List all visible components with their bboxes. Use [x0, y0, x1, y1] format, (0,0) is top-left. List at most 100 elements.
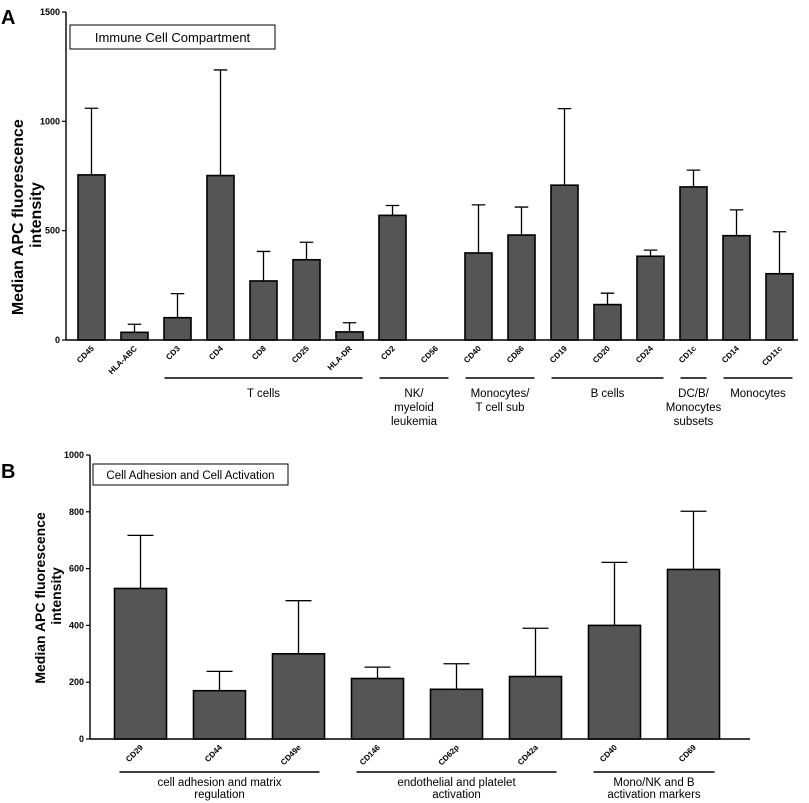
panel-a-x-tick-label-cd56: CD56	[419, 344, 440, 365]
panel-a-bar-hla-abc	[120, 331, 149, 341]
panel-b-bar-cd44	[192, 689, 247, 740]
panel-b-bar-cd146	[350, 677, 405, 740]
panel-a-bar-cd25	[292, 258, 321, 341]
panel-a-error-bar-cd14	[729, 209, 744, 236]
panel-b-error-bar-cd69	[680, 510, 707, 570]
panel-b-x-tick-label-cd42a: CD42a	[516, 743, 540, 767]
panel-a-error-bar-cd86	[514, 206, 529, 236]
panel-a-bar-cd40	[464, 252, 493, 341]
panel-b-x-tick-label-cd146: CD146	[358, 743, 382, 767]
panel-a-group-label-1: NK/myeloid leukemia	[391, 388, 438, 428]
panel-a-group-label-line: Monocytes	[666, 402, 722, 414]
panel-b-bar-cd62p	[429, 688, 484, 740]
panel-b-error-bar-cd29	[127, 534, 154, 589]
panel-a-group-label-line: leukemia	[391, 416, 438, 428]
panel-b-y-tick-label: 1000	[64, 450, 84, 460]
panel-a-x-tick-label-cd86: CD86	[505, 344, 526, 365]
panel-a-title: Immune Cell Compartment	[95, 30, 251, 45]
panel-b-title-box	[92, 463, 289, 486]
panel-a-chart: A Median APC fluorescence intensity Immu…	[1, 7, 798, 428]
panel-b-error-bar-cd44	[206, 670, 233, 691]
panel-a-error-bar-cd8	[256, 250, 271, 281]
panel-a-x-tick-label-cd20: CD20	[591, 344, 612, 365]
panel-a-group-label-4: DC/B/Monocytes subsets	[666, 388, 722, 428]
panel-b-group-label-line: Mono/NK and B	[613, 777, 695, 789]
panel-a-group-label-line: DC/B/	[678, 388, 709, 400]
panel-a-error-bar-cd45	[84, 107, 99, 175]
panel-a-group-label-0: T cells	[247, 388, 280, 400]
panel-a-bar-cd20	[593, 303, 622, 341]
panel-a-x-tick-label-hla-dr: HLA-DR	[326, 344, 354, 372]
panel-b-y-tick-label: 800	[69, 507, 84, 517]
panel-a-x-tick-label-cd14: CD14	[720, 344, 741, 365]
panel-b-group-label-line: regulation	[194, 789, 245, 801]
panel-a-y-axis-title-line1: Median APC fluorescence	[10, 119, 27, 315]
panel-a-group-label-line: B cells	[591, 388, 625, 400]
panel-a-y-ticks: 0 500 1000 1500	[40, 7, 66, 345]
panel-a-bar-cd86	[507, 234, 536, 341]
panel-a-y-tick-label: 1500	[40, 7, 60, 17]
panel-b-error-bar-cd62p	[443, 663, 470, 690]
panel-b-bar-cd49e	[271, 652, 326, 740]
panel-a-x-tick-label-cd8: CD8	[250, 344, 268, 362]
panel-a-group-label-2: Monocytes/T cell sub	[471, 388, 531, 414]
panel-b-group-brackets: cell adhesion and matrix regulation endoth…	[119, 771, 715, 801]
panel-b-error-bar-cd49e	[285, 600, 312, 654]
panel-b-x-tick-label-cd29: CD29	[124, 743, 145, 764]
panel-b-error-bars	[127, 510, 707, 691]
panel-a-group-label-line: NK/	[404, 388, 424, 400]
panel-b-group-label-line: activation	[432, 789, 481, 801]
panel-b-error-bar-cd40	[601, 561, 628, 626]
panel-a-error-bar-cd20	[600, 292, 615, 305]
panel-b-bar-cd29	[113, 587, 168, 740]
panel-b-y-axis-title: Median APC fluorescence intensity	[32, 508, 64, 683]
panel-a-y-tick-label: 1000	[40, 116, 60, 126]
panel-b-group-label-0: cell adhesion and matrix regulation	[157, 777, 281, 801]
panel-a-bar-cd45	[77, 174, 106, 341]
panel-a-x-tick-label-cd11c: CD11c	[760, 344, 784, 368]
panel-a-error-bar-cd19	[557, 108, 572, 186]
panel-a-error-bar-cd3	[170, 292, 185, 318]
panel-b-error-bar-cd146	[364, 666, 391, 679]
panel-a-y-tick-label: 500	[45, 226, 60, 236]
panel-a-x-tick-label-cd24: CD24	[634, 344, 655, 365]
panel-b-bars	[113, 568, 721, 740]
panel-a-error-bar-cd4	[213, 69, 228, 176]
panel-a-group-label-line: Monocytes	[730, 388, 786, 400]
panel-b-x-tick-labels: CD29 CD44 CD49e CD146 CD62p CD42a CD40 CD69	[124, 743, 698, 768]
panel-b-error-bar-cd42a	[522, 627, 549, 677]
panel-a-bar-cd8	[249, 280, 278, 341]
panel-b-x-tick-label-cd49e: CD49e	[279, 743, 303, 767]
panel-a-bar-cd4	[206, 174, 235, 341]
panel-a-x-tick-label-cd3: CD3	[164, 344, 182, 362]
panel-a-x-tick-label-cd2: CD2	[379, 344, 397, 362]
panel-b-x-tick-label-cd69: CD69	[677, 743, 698, 764]
panel-b-x-tick-label-cd40: CD40	[598, 743, 619, 764]
panel-b-y-tick-label: 200	[69, 677, 84, 687]
panel-a-x-tick-label-cd25: CD25	[290, 344, 311, 365]
panel-b-chart: B Median APC fluorescence intensity Cell…	[1, 450, 750, 801]
panel-a-group-label-5: Monocytes	[730, 388, 786, 400]
panel-a-bar-cd11c	[765, 272, 794, 341]
panel-a-x-tick-labels: CD45 HLA-ABC CD3 CD4 CD8 CD25 HLA-DR CD2 CD56 CD4…	[75, 344, 784, 377]
panel-b-y-tick-label: 0	[79, 734, 84, 744]
panel-a-bar-cd24	[636, 255, 665, 341]
panel-a-bars	[77, 174, 794, 341]
panel-a-bar-cd2	[378, 214, 407, 341]
panel-b-bar-cd40	[587, 624, 642, 740]
panel-a-y-axis-title-line2: intensity	[28, 182, 45, 248]
panel-a-bar-cd1c	[679, 186, 708, 341]
panel-b-bar-cd69	[666, 568, 721, 740]
panel-a-error-bar-cd1c	[686, 169, 701, 187]
panel-a-x-tick-label-cd45: CD45	[75, 344, 96, 365]
panel-a-group-brackets: T cells NK/myeloid leukemia Monocytes/T cel…	[164, 377, 793, 428]
panel-b-x-tick-label-cd44: CD44	[203, 743, 224, 764]
panel-a-group-label-line: subsets	[674, 416, 714, 428]
panel-a-group-label-line: T cells	[247, 388, 280, 400]
panel-a-error-bar-cd40	[471, 204, 486, 253]
panel-b-y-axis-title-line1: Median APC fluorescence	[32, 512, 48, 684]
panel-a-label: A	[1, 7, 15, 29]
panel-a-error-bar-cd2	[385, 204, 400, 216]
